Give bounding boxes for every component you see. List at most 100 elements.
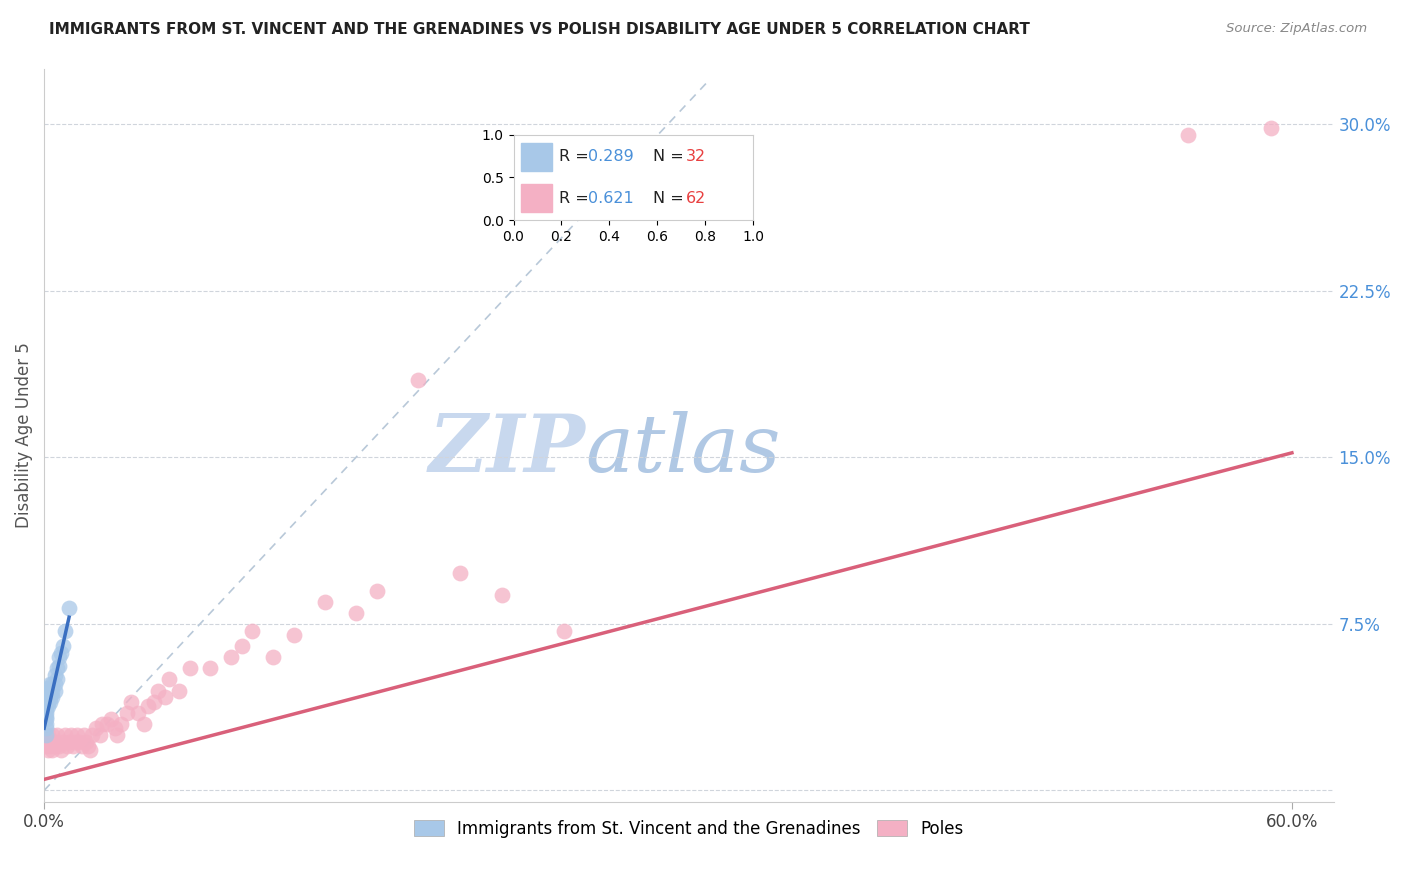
FancyBboxPatch shape (520, 185, 553, 211)
Text: atlas: atlas (586, 411, 782, 489)
Point (41, 683, 63, 698)
Point (52, 639, 75, 653)
Point (120, 695, 142, 709)
Point (1260, 121, 1282, 136)
Point (35, 704, 58, 718)
Point (58, 601, 80, 615)
Point (104, 721, 127, 735)
Point (200, 661, 222, 675)
Point (110, 716, 132, 731)
Point (117, 706, 139, 720)
Point (35, 699, 58, 714)
Point (84, 721, 107, 735)
Point (41, 690, 63, 705)
Point (37, 695, 59, 709)
Point (35, 739, 58, 753)
Point (35, 721, 58, 735)
Y-axis label: Disability Age Under 5: Disability Age Under 5 (15, 343, 32, 528)
Point (219, 650, 242, 665)
Point (35, 706, 58, 720)
Point (37, 690, 59, 705)
Text: 0.289: 0.289 (588, 149, 634, 164)
Point (96, 716, 118, 731)
Point (366, 583, 388, 598)
Point (53, 728, 76, 742)
Point (314, 594, 336, 608)
Point (49, 743, 72, 757)
Point (48, 659, 70, 673)
Point (39, 734, 62, 748)
Text: N =: N = (652, 149, 689, 164)
Point (37, 699, 59, 714)
Point (41, 728, 63, 742)
Point (62, 739, 84, 753)
Text: IMMIGRANTS FROM ST. VINCENT AND THE GRENADINES VS POLISH DISABILITY AGE UNDER 5 : IMMIGRANTS FROM ST. VINCENT AND THE GREN… (49, 22, 1031, 37)
Point (39, 695, 62, 709)
Point (262, 650, 284, 665)
Point (69, 734, 91, 748)
Point (65, 734, 87, 748)
Point (100, 712, 122, 726)
Point (449, 566, 471, 580)
Point (75, 734, 97, 748)
Text: R =: R = (560, 191, 593, 205)
Point (240, 624, 263, 638)
Point (49, 646, 72, 660)
Text: N =: N = (652, 191, 689, 205)
Point (45, 673, 67, 687)
Point (48, 739, 70, 753)
Point (60, 728, 83, 742)
Point (127, 706, 149, 720)
Point (44, 739, 66, 753)
Point (491, 588, 513, 602)
Text: ZIP: ZIP (429, 411, 586, 489)
Point (35, 710, 58, 724)
Point (39, 677, 62, 691)
Point (79, 743, 101, 757)
Point (91, 716, 114, 731)
Point (41, 677, 63, 691)
Point (44, 683, 66, 698)
Point (44, 677, 66, 691)
Point (37, 743, 59, 757)
Point (35, 712, 58, 726)
Point (45, 661, 67, 675)
FancyBboxPatch shape (520, 143, 553, 170)
Point (72, 728, 94, 742)
Point (56, 739, 79, 753)
Point (157, 673, 180, 687)
Point (41, 743, 63, 757)
Text: Source: ZipAtlas.com: Source: ZipAtlas.com (1226, 22, 1367, 36)
Point (231, 639, 253, 653)
Point (45, 728, 67, 742)
Point (35, 716, 58, 731)
Point (136, 699, 159, 714)
Point (70, 739, 93, 753)
Point (179, 661, 201, 675)
Point (283, 628, 305, 642)
Text: 32: 32 (686, 149, 706, 164)
Point (143, 695, 166, 709)
Point (48, 650, 70, 665)
Point (105, 728, 128, 742)
Point (344, 606, 367, 620)
Point (52, 734, 75, 748)
Point (39, 683, 62, 698)
Point (66, 728, 89, 742)
Point (44, 734, 66, 748)
Point (89, 728, 111, 742)
Point (153, 690, 176, 705)
Point (39, 739, 62, 753)
Text: R =: R = (560, 149, 593, 164)
Point (44, 668, 66, 682)
Point (148, 683, 170, 698)
Point (37, 686, 59, 700)
Text: 0.621: 0.621 (588, 191, 634, 205)
Point (35, 728, 58, 742)
Point (58, 734, 80, 748)
Point (169, 683, 191, 698)
Point (35, 695, 58, 709)
Point (35, 734, 58, 748)
Point (553, 624, 575, 638)
Point (1177, 128, 1199, 143)
